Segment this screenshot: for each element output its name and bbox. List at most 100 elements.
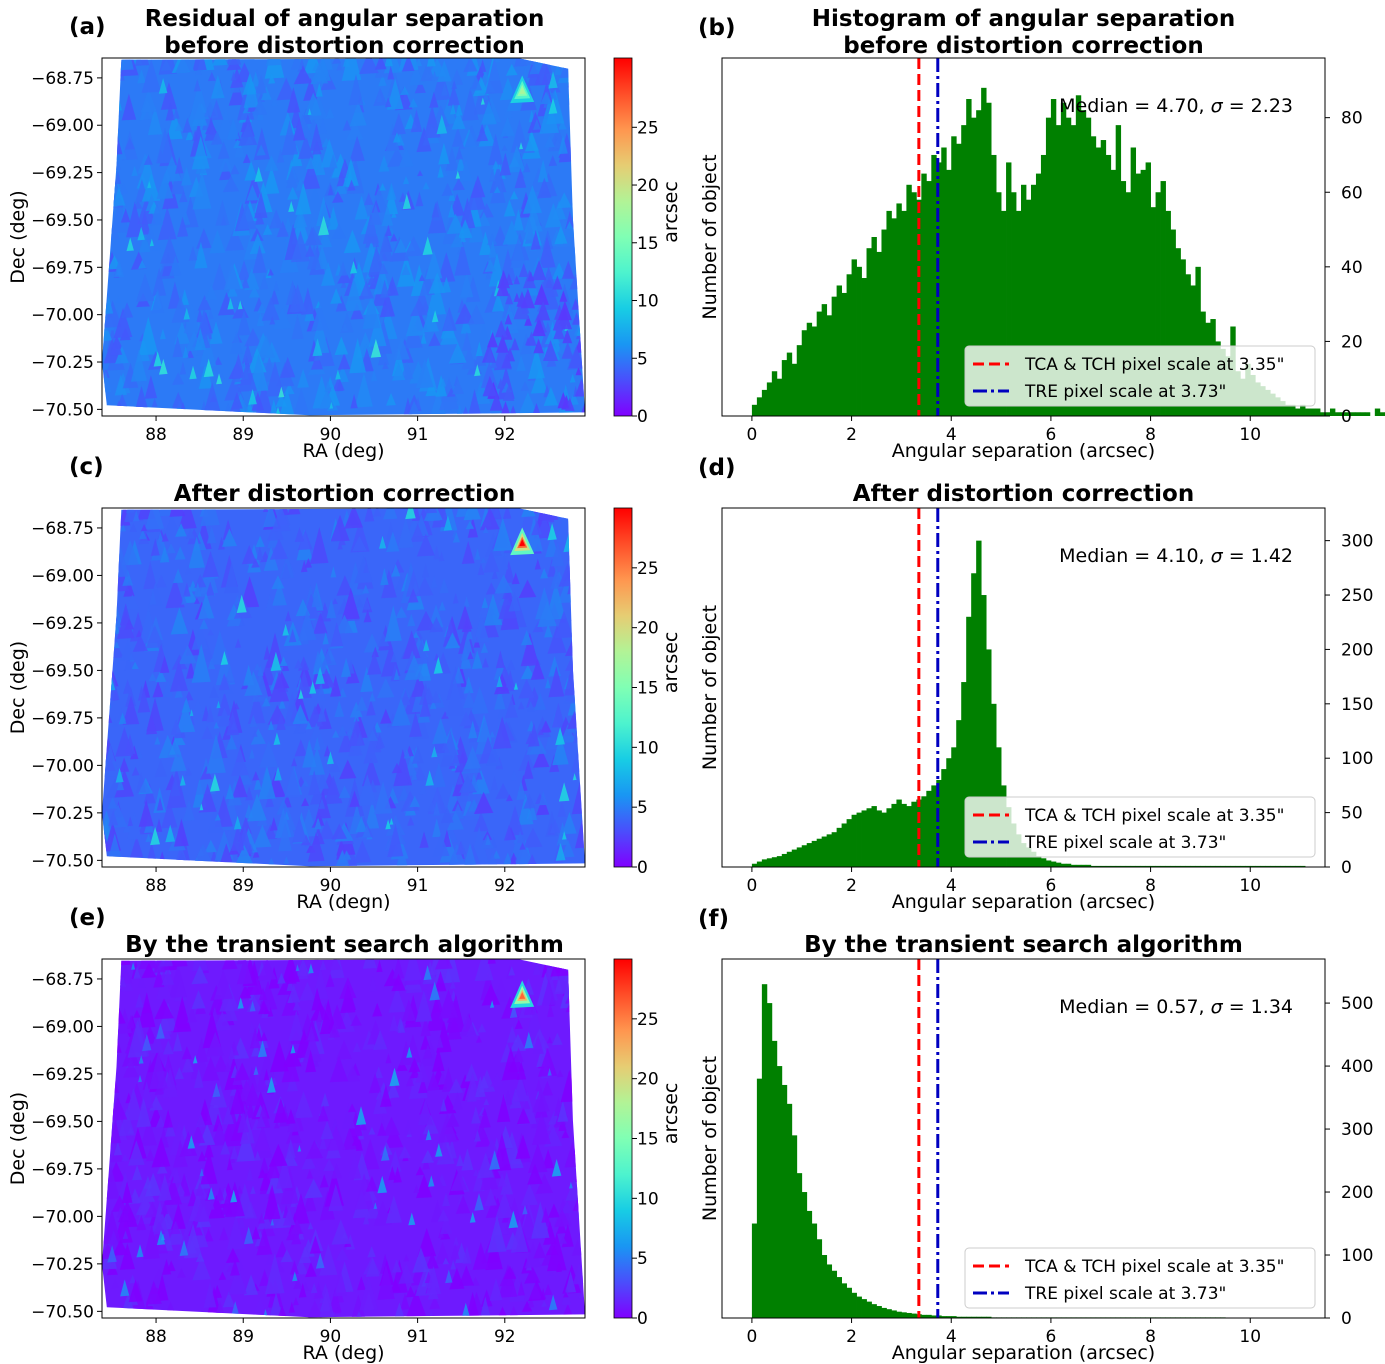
heatmap-cell bbox=[132, 634, 148, 652]
heatmap-cell bbox=[132, 510, 140, 522]
heatmap-cell bbox=[393, 1166, 402, 1183]
heatmap-cell bbox=[543, 340, 558, 361]
heatmap-cell bbox=[161, 1259, 172, 1275]
heatmap-cell bbox=[508, 591, 521, 612]
heatmap-cell bbox=[353, 714, 360, 722]
heatmap-cell bbox=[559, 290, 568, 302]
heatmap-cell bbox=[350, 393, 358, 409]
heatmap-cell bbox=[509, 853, 517, 867]
heatmap-cell bbox=[332, 191, 344, 203]
heatmap-cell bbox=[151, 1137, 171, 1168]
plot-frame bbox=[721, 507, 1326, 868]
heatmap-cell bbox=[450, 103, 456, 115]
heatmap-spot bbox=[469, 1212, 476, 1223]
histogram-bar bbox=[881, 1307, 887, 1318]
heatmap-spot bbox=[389, 817, 394, 825]
heatmap-cell bbox=[150, 203, 164, 226]
heatmap-cell bbox=[338, 261, 348, 276]
heatmap-panel-1: 88 89 90 91 92−68.75−69.00−69.25−69.50−69.75… bbox=[7, 454, 682, 913]
heatmap-cell bbox=[418, 237, 424, 248]
heatmap-cell bbox=[342, 158, 359, 187]
heatmap-cell bbox=[152, 241, 162, 251]
heatmap-spot bbox=[230, 1301, 240, 1318]
heatmap-cell bbox=[475, 769, 483, 780]
heatmap-cell bbox=[480, 508, 500, 531]
heatmap-cell bbox=[181, 594, 187, 605]
heatmap-cell bbox=[248, 690, 266, 724]
heatmap-cell bbox=[359, 58, 379, 75]
heatmap-hotspot bbox=[519, 992, 526, 999]
heatmap-cell bbox=[346, 512, 360, 526]
heatmap-cell bbox=[161, 532, 169, 542]
histogram-bar bbox=[1160, 865, 1166, 867]
heatmap-cell bbox=[357, 774, 377, 806]
histogram-bar bbox=[1070, 864, 1077, 867]
heatmap-cell bbox=[393, 668, 400, 680]
x-tick-label: 6 bbox=[1045, 425, 1056, 445]
heatmap-cell bbox=[379, 183, 386, 191]
heatmap-cell bbox=[510, 1218, 529, 1253]
heatmap-cell bbox=[459, 711, 473, 727]
histogram-bar bbox=[836, 285, 842, 416]
heatmap-cell bbox=[209, 99, 224, 121]
heatmap-cell bbox=[572, 1263, 585, 1285]
chart-title: By the transient search algorithm bbox=[804, 932, 1243, 958]
heatmap-cell bbox=[106, 139, 117, 158]
heatmap-cell bbox=[286, 87, 301, 113]
heatmap-cell bbox=[363, 633, 381, 653]
heatmap-cell bbox=[213, 721, 220, 729]
heatmap-cell bbox=[286, 165, 299, 183]
heatmap-cell bbox=[123, 679, 133, 694]
heatmap-spot bbox=[292, 1271, 298, 1282]
histogram-bar bbox=[986, 102, 992, 416]
heatmap-cell bbox=[282, 640, 292, 652]
heatmap-cell bbox=[280, 553, 295, 579]
heatmap-cell bbox=[420, 332, 427, 344]
heatmap-cell bbox=[225, 1247, 240, 1263]
heatmap-cell bbox=[537, 177, 552, 199]
heatmap-cell bbox=[193, 79, 201, 92]
heatmap-cell bbox=[143, 1224, 160, 1260]
heatmap-cell bbox=[159, 328, 166, 340]
heatmap-cell bbox=[277, 972, 286, 984]
heatmap-cell bbox=[474, 791, 494, 814]
histogram-bar bbox=[1285, 404, 1291, 416]
heatmap-cell bbox=[461, 346, 477, 370]
histogram-bar bbox=[891, 1310, 897, 1318]
heatmap-cell bbox=[310, 96, 322, 117]
heatmap-cell bbox=[213, 1054, 229, 1073]
heatmap-cell bbox=[429, 617, 444, 633]
heatmap-cell bbox=[319, 1174, 329, 1188]
x-tick-label: 2 bbox=[846, 1327, 857, 1347]
heatmap-cell bbox=[533, 118, 541, 130]
heatmap-spot bbox=[579, 968, 585, 983]
heatmap-cell bbox=[452, 178, 465, 191]
histogram-bar bbox=[1050, 861, 1057, 867]
heatmap-cell bbox=[197, 847, 205, 857]
heatmap-cell bbox=[295, 182, 312, 215]
heatmap-cell bbox=[394, 238, 408, 254]
heatmap-cell bbox=[153, 968, 165, 988]
histogram-bar bbox=[1334, 412, 1341, 416]
heatmap-cell bbox=[129, 836, 144, 858]
y-tick-label: −69.00 bbox=[31, 116, 94, 136]
colorbar-label: arcsec bbox=[660, 181, 682, 243]
heatmap-cell bbox=[336, 575, 354, 596]
heatmap-cell bbox=[266, 632, 284, 668]
heatmap-spot bbox=[443, 515, 453, 531]
heatmap-cell bbox=[441, 183, 454, 196]
histogram-bar bbox=[1270, 865, 1276, 867]
heatmap-cell bbox=[524, 218, 535, 240]
heatmap-cell bbox=[492, 292, 505, 312]
heatmap-cell bbox=[499, 152, 511, 176]
heatmap-cell bbox=[373, 1089, 387, 1115]
heatmap-cell bbox=[336, 62, 343, 71]
heatmap-cell bbox=[463, 508, 481, 521]
heatmap-cell bbox=[349, 338, 366, 374]
heatmap-cell bbox=[181, 1046, 192, 1060]
heatmap-cell bbox=[576, 106, 585, 136]
heatmap-cell bbox=[258, 765, 276, 800]
histogram-bar bbox=[931, 1315, 937, 1318]
heatmap-cell bbox=[207, 71, 216, 82]
heatmap-cell bbox=[516, 1107, 530, 1125]
